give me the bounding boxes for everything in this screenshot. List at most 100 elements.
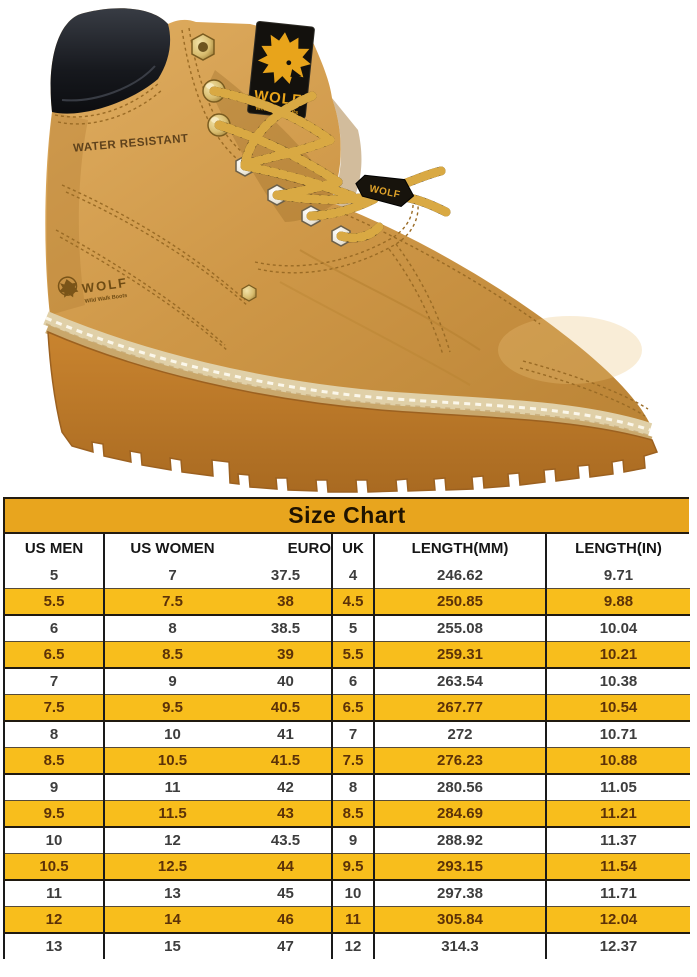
table-row: 9.5 11.5 43 8.5 284.69 11.21 [4, 800, 690, 828]
size-cell: 9.5 [104, 694, 240, 722]
boot-photo: WOLF Wild Walk Boots [43, 8, 659, 493]
size-cell: 39 [240, 641, 333, 669]
size-cell: 7.5 [332, 747, 375, 775]
size-cell: 9.5 [4, 800, 105, 828]
size-cell: 42 [240, 774, 333, 801]
size-cell: 5.5 [332, 641, 375, 669]
table-row: 7.5 9.5 40.5 6.5 267.77 10.54 [4, 694, 690, 722]
size-cell: 47 [240, 933, 333, 959]
size-cell: 9.5 [332, 853, 375, 881]
size-chart-title: Size Chart [288, 502, 406, 528]
heel-subtext: Wild Walk Boots [84, 293, 127, 305]
size-cell: 272 [374, 721, 547, 748]
size-cell: 11.54 [546, 853, 690, 881]
size-cell: 8 [332, 774, 375, 801]
boot-sole [43, 311, 659, 493]
size-cell: 276.23 [374, 747, 547, 775]
size-cell: 40.5 [240, 694, 333, 722]
size-cell: 11 [4, 880, 105, 907]
size-cell: 11.37 [600, 832, 637, 849]
size-cell: 305.84 [374, 906, 547, 934]
size-cell: 46 [240, 906, 333, 934]
size-cell: 10.5 [4, 853, 105, 881]
table-row: 6 8 38.5 5 255.08 10.04 [4, 615, 690, 642]
size-cell: 45 [240, 880, 333, 907]
table-row: 7 9 40 6 263.54 10.38 [4, 668, 690, 695]
size-cell: 15 [164, 938, 181, 955]
size-cell: 9.71 [603, 567, 634, 584]
size-cell: 10.71 [599, 726, 638, 743]
size-cell: 9.88 [546, 588, 690, 616]
size-cell: 8 [4, 721, 105, 748]
size-cell: 12 [332, 933, 375, 959]
header-row: US MEN US WOMEN EURO UK LENGTH(MM) LENGT… [4, 534, 690, 563]
size-cell: 11.5 [104, 800, 240, 828]
size-cell: 13 [164, 885, 181, 902]
size-cell: 12.37 [599, 938, 638, 955]
size-cell: 10.21 [546, 641, 690, 669]
size-cell: 6.5 [4, 641, 105, 669]
size-chart-title-band: Size Chart [3, 497, 689, 534]
size-cell: 6.5 [332, 694, 375, 722]
col-header-us-men: US MEN [4, 534, 105, 563]
size-cell: 41 [240, 721, 333, 748]
size-cell: 11.05 [600, 779, 637, 796]
table-row: 12 14 46 11 305.84 12.04 [4, 906, 690, 934]
size-cell: 13 [4, 933, 105, 959]
size-cell: 10.54 [546, 694, 690, 722]
table-row: 10 12 43.5 9 288.92 11.37 [4, 827, 690, 854]
size-cell: 246.62 [374, 563, 547, 589]
table-row: 8.5 10.5 41.5 7.5 276.23 10.88 [4, 747, 690, 775]
col-header-length-in: LENGTH(IN) [546, 534, 690, 563]
size-cell: 11 [332, 906, 375, 934]
size-cell: 297.38 [374, 880, 547, 907]
size-cell: 7 [168, 567, 177, 584]
table-row: 5.5 7.5 38 4.5 250.85 9.88 [4, 588, 690, 616]
size-cell: 8.5 [4, 747, 105, 775]
heel-stamp: WOLF Wild Walk Boots [57, 275, 129, 305]
size-cell: 40 [240, 668, 333, 695]
stitching [54, 27, 649, 417]
size-cell: 37.5 [240, 563, 333, 589]
size-cell: 259.31 [374, 641, 547, 669]
size-cell: 250.85 [374, 588, 547, 616]
size-cell: 7.5 [4, 694, 105, 722]
col-header-us-women: US WOMEN [104, 534, 240, 563]
size-cell: 12.04 [546, 906, 690, 934]
size-cell: 6 [332, 668, 375, 695]
table-row: 9 11 42 8 280.56 11.05 [4, 774, 690, 801]
size-cell: 10.04 [599, 620, 638, 637]
size-cell: 38 [240, 588, 333, 616]
size-cell: 11.21 [546, 800, 690, 828]
size-cell: 7 [332, 721, 375, 748]
size-cell: 5.5 [4, 588, 105, 616]
table-row: 11 13 45 10 297.38 11.71 [4, 880, 690, 907]
size-cell: 293.15 [374, 853, 547, 881]
size-cell: 8.5 [332, 800, 375, 828]
size-cell: 41.5 [240, 747, 333, 775]
boot-collar [50, 8, 171, 114]
size-cell: 7 [4, 668, 105, 695]
size-cell: 9 [168, 673, 177, 690]
size-cell: 43.5 [240, 827, 333, 854]
size-cell: 7.5 [104, 588, 240, 616]
size-cell: 12 [164, 832, 181, 849]
size-cell: 8 [168, 620, 177, 637]
size-cell: 11.71 [600, 885, 637, 902]
table-row: 13 15 47 12 314.3 12.37 [4, 933, 690, 959]
size-cell: 14 [104, 906, 240, 934]
size-cell: 10.38 [599, 673, 638, 690]
size-cell: 11 [164, 779, 181, 796]
size-cell: 12 [4, 906, 105, 934]
lace-keeper: WOLF [355, 174, 415, 208]
size-cell: 288.92 [374, 827, 547, 854]
size-cell: 38.5 [240, 615, 333, 642]
size-cell: 43 [240, 800, 333, 828]
size-cell: 9 [332, 827, 375, 854]
size-cell: 280.56 [374, 774, 547, 801]
size-cell: 4.5 [332, 588, 375, 616]
size-cell: 5 [4, 563, 105, 589]
boot-illustration: WOLF Wild Walk Boots [43, 8, 659, 493]
size-cell: 10 [332, 880, 375, 907]
